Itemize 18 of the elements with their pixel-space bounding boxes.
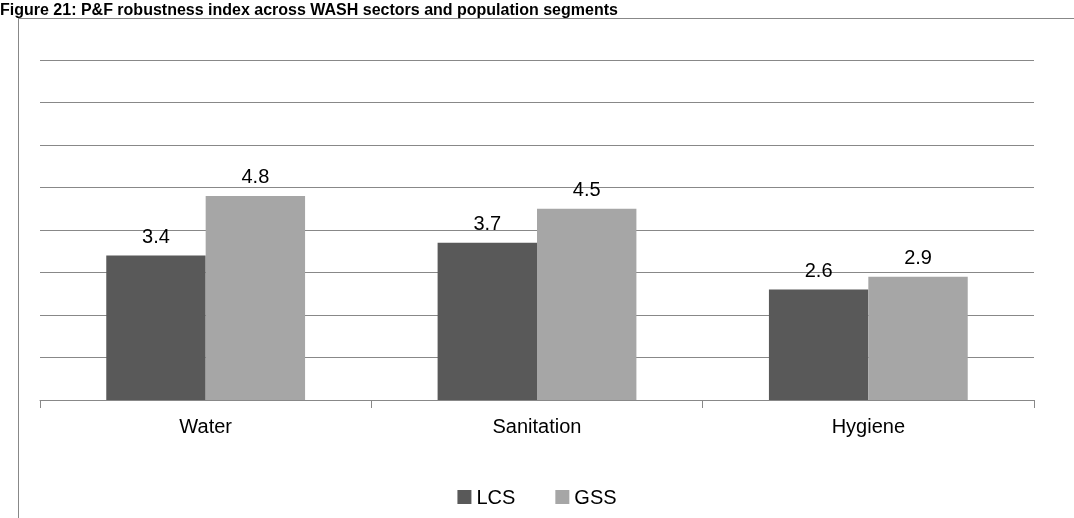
bar bbox=[437, 242, 537, 400]
bar bbox=[537, 208, 637, 400]
data-label: 2.6 bbox=[804, 258, 833, 281]
data-label: 3.4 bbox=[142, 224, 170, 247]
chart-title: Figure 21: P&F robustness index across WASH sectors and population segments bbox=[0, 0, 619, 20]
bar bbox=[868, 276, 968, 400]
x-tick-label: Water bbox=[179, 415, 233, 437]
data-label: 4.8 bbox=[241, 165, 270, 187]
legend-label: LCS bbox=[476, 486, 516, 508]
bar bbox=[106, 255, 206, 400]
bar bbox=[768, 289, 869, 400]
x-tick-label: Sanitation bbox=[492, 415, 582, 437]
x-tick-label: Hygiene bbox=[831, 415, 906, 437]
data-label: 3.7 bbox=[473, 211, 502, 234]
bar bbox=[205, 196, 306, 400]
data-label: 4.5 bbox=[572, 177, 601, 200]
legend-label: GSS bbox=[574, 486, 617, 508]
data-label: 2.9 bbox=[904, 245, 932, 268]
